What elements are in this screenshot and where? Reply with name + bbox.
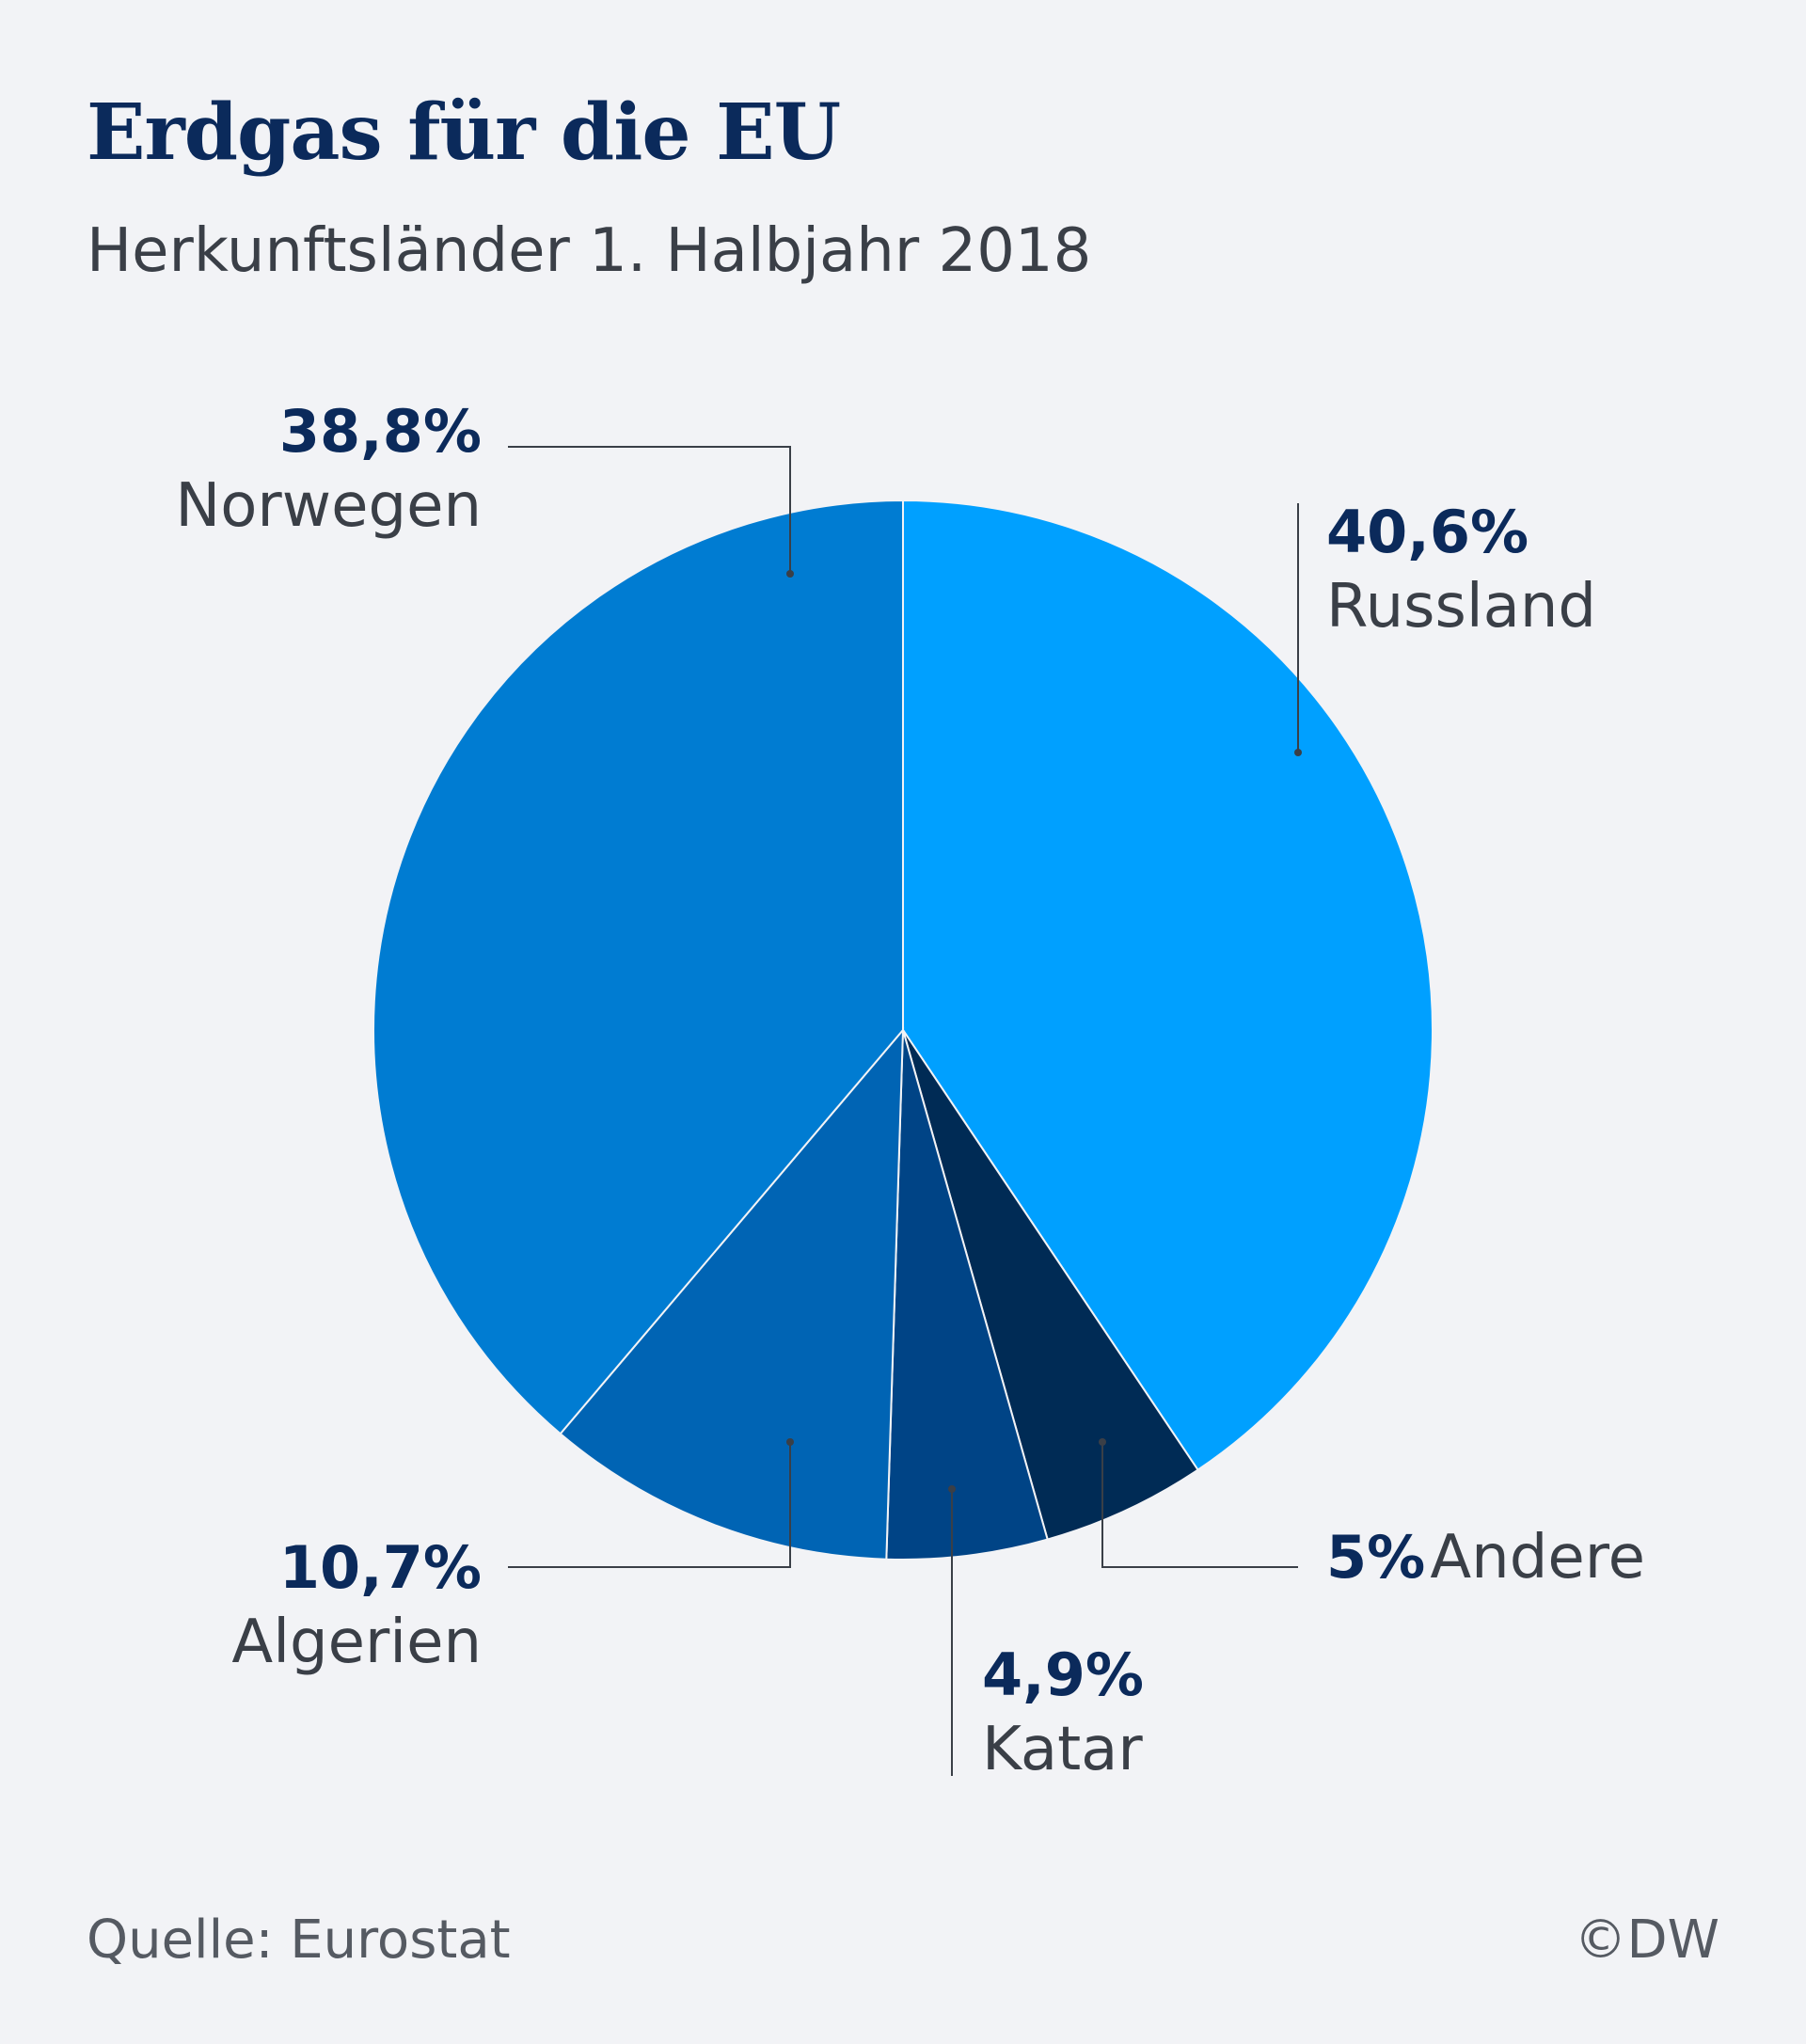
source-note: Quelle: Eurostat [87,1909,511,1971]
pie-slices [372,499,1434,1561]
label-norwegen: 38,8% Norwegen [175,395,482,544]
pie-slice-algerien [559,1027,905,1561]
name-label-katar: Katar [982,1714,1143,1784]
pie-slice-norwegen [372,499,904,1435]
name-label-andere: Andere [1430,1523,1645,1592]
label-algerien: 10,7% Algerien [231,1531,482,1680]
value-label-russland: 40,6% [1326,498,1529,566]
value-label-katar: 4,9% [982,1640,1144,1709]
leader-dot-norwegen [786,570,794,578]
chart-title: Erdgas für die EU [87,87,841,178]
name-label-algerien: Algerien [231,1607,482,1677]
name-label-russland: Russland [1326,571,1597,642]
pie-slice-katar [885,1029,1049,1561]
leader-line-andere [1101,1442,1298,1568]
value-label-algerien: 10,7% [278,1533,482,1602]
label-katar: 4,9% Katar [982,1639,1144,1787]
pie-slice-andere [902,1029,1199,1541]
leader-dot-katar [948,1485,956,1493]
leader-lines [508,446,1302,1776]
leader-dot-algerien [786,1438,794,1446]
leader-line-algerien [508,1442,791,1568]
chart-subtitle: Herkunftsländer 1. Halbjahr 2018 [87,216,1092,286]
pie-slice-russland [902,499,1434,1472]
value-label-andere: 5% [1326,1523,1426,1592]
leader-line-norwegen [508,446,791,574]
label-russland: 40,6% Russland [1326,496,1596,644]
value-label-norwegen: 38,8% [278,397,482,466]
dw-credit: ©DW [1574,1909,1720,1971]
name-label-norwegen: Norwegen [175,470,482,541]
label-andere: 5% Andere [1326,1520,1645,1595]
leader-dot-andere [1099,1438,1106,1446]
leader-dot-russland [1294,749,1302,756]
